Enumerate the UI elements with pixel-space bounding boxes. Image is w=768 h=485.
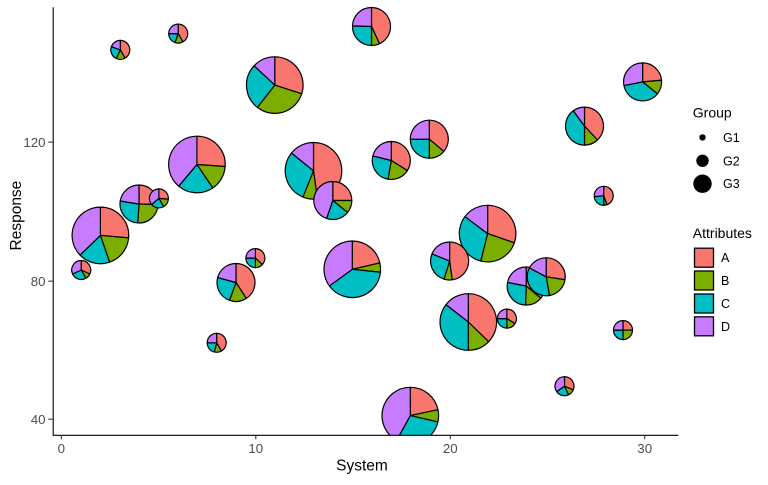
svg-text:40: 40	[31, 412, 46, 427]
svg-text:Attributes: Attributes	[693, 225, 752, 241]
svg-text:G2: G2	[723, 154, 740, 168]
svg-text:Response: Response	[8, 181, 25, 251]
svg-text:C: C	[721, 297, 730, 311]
svg-text:120: 120	[23, 135, 45, 150]
svg-text:20: 20	[443, 441, 458, 456]
svg-text:G1: G1	[723, 131, 740, 145]
svg-text:0: 0	[58, 441, 65, 456]
svg-text:A: A	[721, 251, 730, 265]
svg-text:B: B	[721, 274, 729, 288]
svg-text:80: 80	[31, 274, 46, 289]
svg-text:D: D	[721, 320, 730, 334]
svg-text:30: 30	[637, 441, 652, 456]
svg-text:Group: Group	[693, 105, 732, 121]
svg-text:10: 10	[248, 441, 263, 456]
svg-text:System: System	[336, 457, 388, 474]
svg-text:G3: G3	[723, 177, 740, 191]
